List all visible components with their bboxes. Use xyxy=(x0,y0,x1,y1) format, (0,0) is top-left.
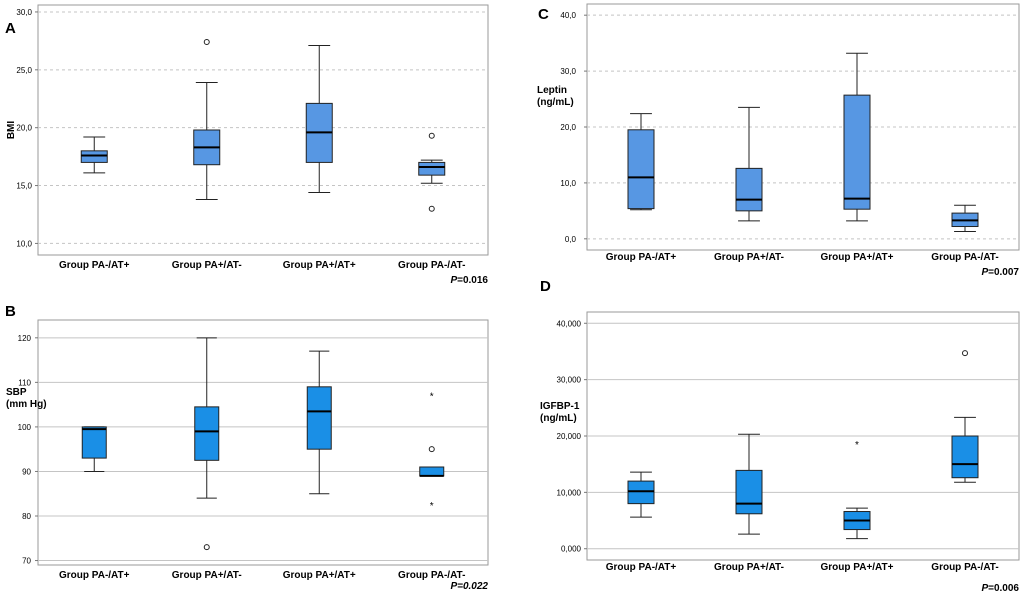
iqr-box xyxy=(81,426,107,459)
box-plot-group xyxy=(81,426,107,472)
y-tick-label: 0,000 xyxy=(561,545,582,554)
x-category-label: Group PA+/AT+ xyxy=(821,562,894,573)
x-category-label: Group PA-/AT- xyxy=(398,260,465,271)
x-category-label: Group PA-/AT+ xyxy=(59,570,130,581)
panel-c: C Leptin (ng/mL) 0,0 10,0 20,0 30,0 40,0 Group P… xyxy=(537,3,1020,278)
box-plot-group xyxy=(843,52,871,222)
x-category-label: Group PA+/AT+ xyxy=(821,252,894,263)
panel-letter: B xyxy=(5,303,16,320)
y-tick-label: 20,000 xyxy=(557,432,582,441)
x-category-label: Group PA-/AT+ xyxy=(606,252,677,263)
p-value-label: P=0.016 xyxy=(450,275,488,286)
x-category-label: Group PA+/AT+ xyxy=(283,260,356,271)
plot-area xyxy=(37,4,489,256)
extreme-point: * xyxy=(855,440,859,451)
x-category-label: Group PA+/AT- xyxy=(172,570,242,581)
panel-a: A BMI 10,0 15,0 20,0 25,0 30,0 Group PA-/AT+ Gro… xyxy=(5,4,489,286)
y-tick-label: 10,0 xyxy=(16,239,32,248)
x-category-label: Group PA-/AT+ xyxy=(606,562,677,573)
panel-d: D IGFBP-1 (ng/mL) 0,000 10,000 20,000 30,000 40… xyxy=(540,278,1020,594)
extreme-point: * xyxy=(430,392,434,403)
y-tick-label: 30,0 xyxy=(16,8,32,17)
box-plot-group xyxy=(418,132,446,212)
box-plot-group xyxy=(193,39,221,200)
panel-b: B SBP (mm Hg) 70 80 90 100 110 120 Group PA-/AT+ G… xyxy=(5,303,489,592)
box-plot-group xyxy=(735,433,763,535)
box-plot-group xyxy=(80,136,108,174)
y-tick-label: 10,000 xyxy=(557,488,582,497)
iqr-box xyxy=(194,406,220,461)
outlier-point xyxy=(203,544,210,551)
iqr-box xyxy=(419,466,445,477)
y-tick-label: 70 xyxy=(22,557,31,566)
y-tick-label: 10,0 xyxy=(560,179,576,188)
y-axis-title: BMI xyxy=(6,121,17,140)
outlier-point xyxy=(428,446,435,453)
iqr-box xyxy=(418,161,446,176)
x-category-label: Group PA+/AT- xyxy=(714,252,784,263)
y-tick-label: 15,0 xyxy=(16,182,32,191)
iqr-box xyxy=(627,129,655,210)
y-tick-label: 100 xyxy=(18,423,32,432)
box-plot-group: * xyxy=(843,440,871,540)
y-tick-label: 40,000 xyxy=(557,319,582,328)
y-axis-title: SBP (mm Hg) xyxy=(6,387,47,410)
iqr-box xyxy=(80,150,108,163)
plot-area xyxy=(37,319,489,566)
y-tick-label: 20,0 xyxy=(560,123,576,132)
box-plot-group xyxy=(951,350,979,483)
y-axis-title: IGFBP-1 (ng/mL) xyxy=(540,401,580,424)
iqr-box xyxy=(735,167,763,212)
iqr-box xyxy=(843,94,871,210)
iqr-box xyxy=(951,435,979,479)
x-category-label: Group PA-/AT+ xyxy=(59,260,130,271)
outlier-point xyxy=(428,132,435,139)
panel-letter: D xyxy=(540,278,551,295)
box-plot-group xyxy=(735,106,763,222)
box-plot-group xyxy=(194,337,220,551)
x-category-label: Group PA+/AT+ xyxy=(283,570,356,581)
box-plot-group xyxy=(627,471,655,518)
y-tick-label: 30,0 xyxy=(560,67,576,76)
y-tick-label: 80 xyxy=(22,512,31,521)
x-category-label: Group PA+/AT- xyxy=(714,562,784,573)
box-plot-group xyxy=(951,204,979,233)
outlier-point xyxy=(203,39,210,46)
p-value-label: P=0.022 xyxy=(450,581,488,592)
x-category-label: Group PA-/AT- xyxy=(931,252,998,263)
y-tick-label: 20,0 xyxy=(16,124,32,133)
panel-letter: A xyxy=(5,20,16,37)
y-axis-title: Leptin (ng/mL) xyxy=(537,85,574,108)
x-category-label: Group PA+/AT- xyxy=(172,260,242,271)
y-tick-label: 110 xyxy=(18,378,31,387)
y-tick-label: 30,000 xyxy=(557,376,582,385)
outlier-point xyxy=(962,350,968,357)
y-tick-label: 40,0 xyxy=(560,11,576,20)
x-category-label: Group PA-/AT- xyxy=(931,562,998,573)
p-value-label: P=0.007 xyxy=(981,267,1019,278)
y-tick-label: 25,0 xyxy=(16,66,32,75)
y-tick-label: 0,0 xyxy=(565,235,577,244)
x-category-label: Group PA-/AT- xyxy=(398,570,465,581)
y-tick-label: 120 xyxy=(18,334,32,343)
p-value-label: P=0.006 xyxy=(981,583,1019,594)
panel-letter: C xyxy=(538,6,549,23)
outlier-point xyxy=(428,205,435,212)
box-plot-group xyxy=(627,113,655,211)
box-plot-group xyxy=(306,350,332,495)
iqr-box xyxy=(735,469,763,515)
extreme-point: * xyxy=(430,501,434,512)
iqr-box xyxy=(306,386,332,450)
y-tick-label: 90 xyxy=(22,467,31,476)
box-plot-group: ** xyxy=(419,392,445,512)
iqr-box xyxy=(627,480,655,505)
box-plot-group xyxy=(305,45,333,193)
